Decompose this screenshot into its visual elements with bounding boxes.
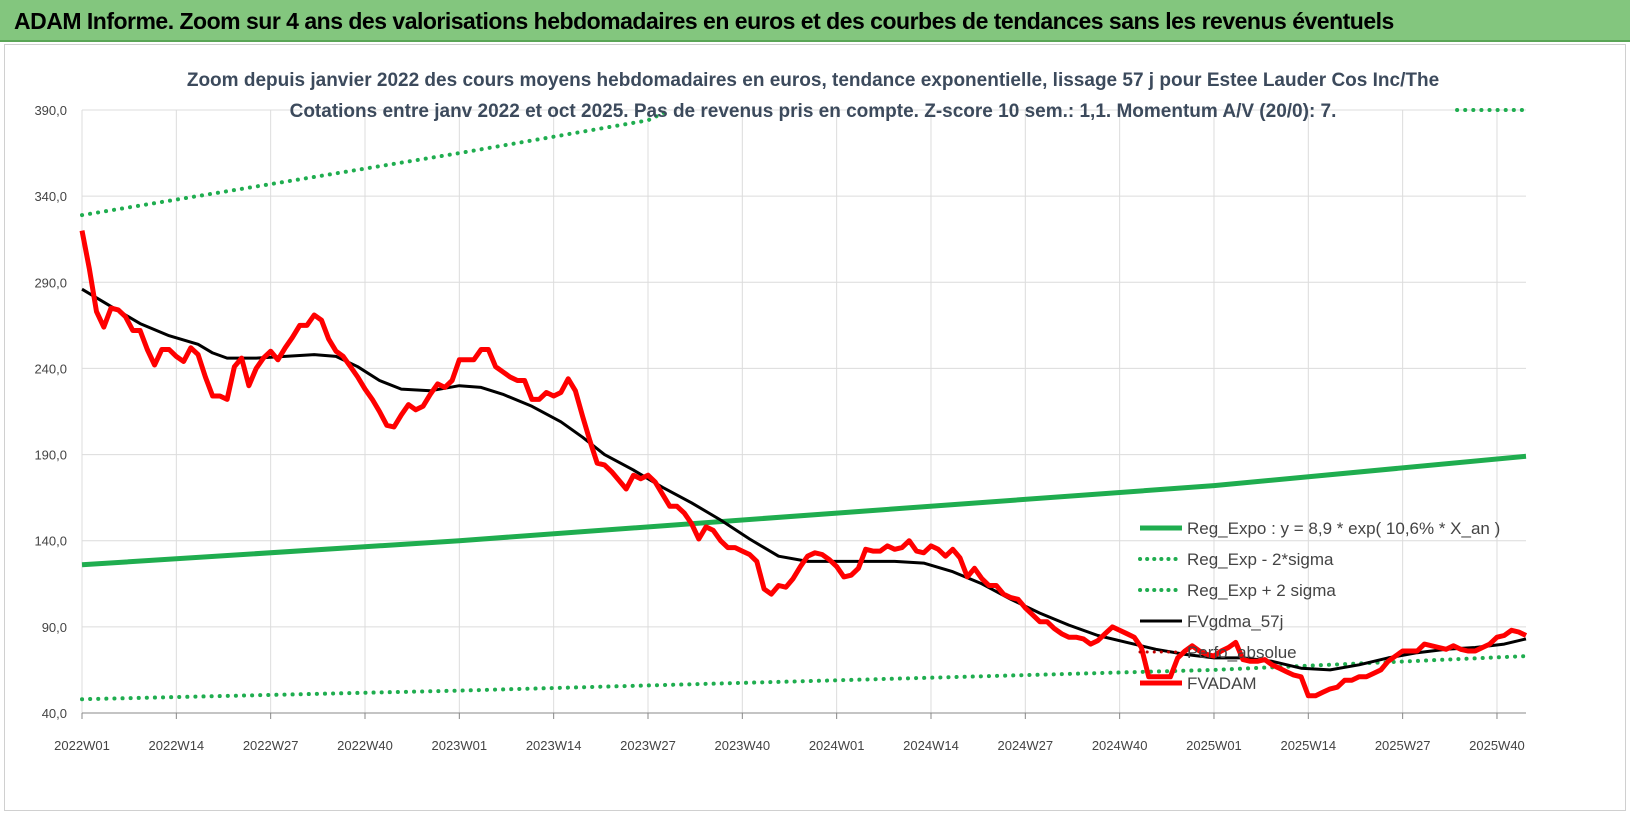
chart-legend: Reg_Expo : y = 8,9 * exp( 10,6% * X_an )… [1138,519,1500,693]
legend-label: FVADAM [1187,674,1257,693]
y-tick-label: 290,0 [34,275,67,290]
legend-label: Perfo_absolue [1187,643,1297,662]
x-tick-label: 2022W40 [337,738,393,753]
x-tick-label: 2025W01 [1186,738,1242,753]
legend-label: Reg_Exp + 2 sigma [1187,581,1336,600]
chart-series [79,108,1528,702]
report-banner: ADAM Informe. Zoom sur 4 ans des valoris… [0,0,1630,42]
x-tick-label: 2023W40 [714,738,770,753]
x-tick-label: 2025W14 [1280,738,1336,753]
x-axis-ticks: 2022W01 2022W14 2022W27 2022W40 2023W01 2023W… [54,738,1525,753]
y-tick-label: 390,0 [34,103,67,118]
x-tick-label: 2023W14 [526,738,582,753]
y-tick-label: 140,0 [34,534,67,549]
x-tick-label: 2022W27 [243,738,299,753]
y-tick-label: 190,0 [34,448,67,463]
x-tick-label: 2023W27 [620,738,676,753]
chart-titles: Zoom depuis janvier 2022 des cours moyen… [187,70,1439,122]
y-tick-label: 340,0 [34,189,67,204]
chart-title: Zoom depuis janvier 2022 des cours moyen… [187,70,1439,91]
y-axis-ticks: 40,0 90,0 140,0 190,0 240,0 290,0 340,0 390,0 [34,103,67,721]
y-tick-label: 240,0 [34,361,67,376]
x-tick-label: 2024W14 [903,738,959,753]
x-tick-label: 2024W01 [809,738,865,753]
y-tick-label: 90,0 [42,620,67,635]
x-tick-label: 2025W40 [1469,738,1525,753]
reg-exp-minus-2sigma-line [80,654,1528,702]
x-tick-label: 2025W27 [1375,738,1431,753]
reg-exp-plus-2sigma-line [80,108,672,218]
y-tick-label: 40,0 [42,706,67,721]
chart-subtitle: Cotations entre janv 2022 et oct 2025. P… [290,101,1337,122]
x-tick-label: 2024W40 [1092,738,1148,753]
chart-frame [4,44,1626,811]
legend-label: Reg_Exp - 2*sigma [1187,550,1334,569]
reg-expo-line [81,453,1527,568]
report-title: ADAM Informe. Zoom sur 4 ans des valoris… [14,8,1394,34]
chart-grid [81,109,1526,719]
fvgdma-57j-line [81,287,1527,672]
x-tick-label: 2022W14 [149,738,205,753]
x-tick-label: 2023W01 [431,738,487,753]
legend-label: FVgdma_57j [1187,612,1283,631]
legend-label: Reg_Expo : y = 8,9 * exp( 10,6% * X_an ) [1187,519,1500,538]
x-tick-label: 2024W27 [997,738,1053,753]
fvadam-line [79,230,1528,699]
x-tick-label: 2022W01 [54,738,110,753]
